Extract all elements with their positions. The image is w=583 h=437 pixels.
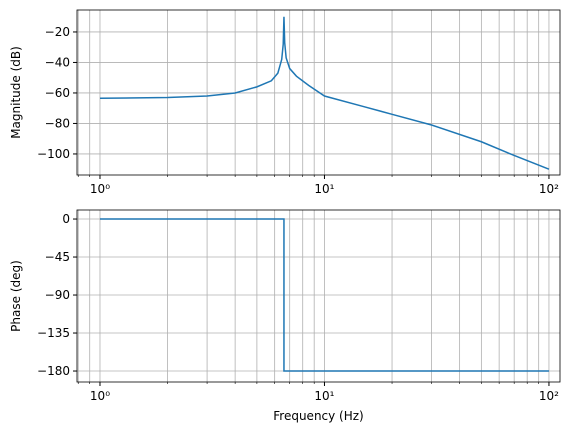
y-tick-label: −100 [37,147,70,161]
y-axis-label: Phase (deg) [9,260,23,332]
y-tick-label: −40 [45,55,70,69]
line [99,16,550,170]
axes-frame [76,209,561,383]
y-tick-label: −135 [37,326,70,340]
y-tick-label: −20 [45,25,70,39]
x-tick-label: 10¹ [314,389,334,403]
y-axis-label: Magnitude (dB) [9,46,23,139]
x-tick-label: 10² [539,389,559,403]
x-tick-label: 10¹ [314,182,334,196]
y-tick-label: −90 [45,288,70,302]
axes: 10⁰ 10¹ 10² −100 −80 −60 −40 −20 Magnitude (dB) [9,9,561,196]
axes: 10⁰ 10¹ 10² −180 −135 −90 −45 0 Phase (deg) Frequ… [9,209,561,423]
y-tick-label: −45 [45,250,70,264]
y-tick-label: 0 [62,212,70,226]
x-tick-label: 10² [539,182,559,196]
line [99,218,549,372]
x-axis-label: Frequency (Hz) [273,409,364,423]
y-tick-label: −180 [37,364,70,378]
x-tick-label: 10⁰ [90,389,110,403]
y-tick-label: −60 [45,86,70,100]
axes-frame [76,9,561,176]
x-tick-label: 10⁰ [90,182,110,196]
y-tick-label: −80 [45,116,70,130]
